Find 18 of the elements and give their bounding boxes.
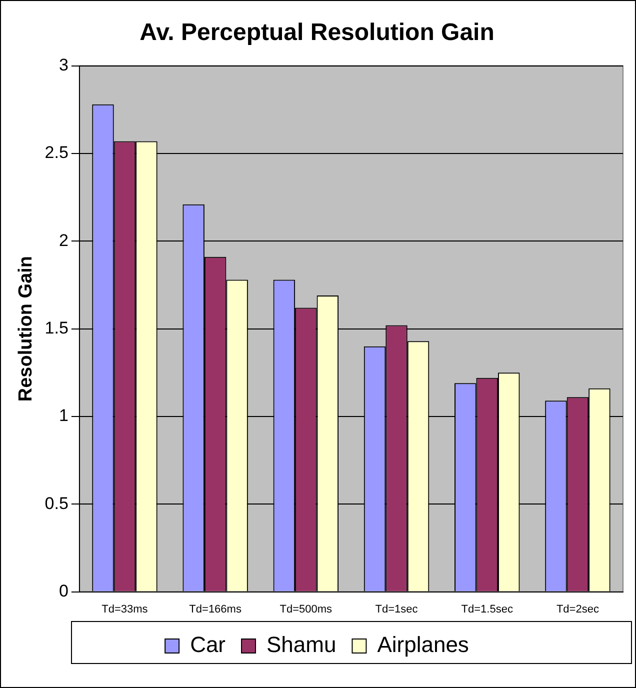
y-tick-label: 1.5 <box>44 318 68 338</box>
legend-label: Car <box>190 632 226 658</box>
x-tick-label: Td=1sec <box>375 603 418 616</box>
y-tick-label: 0 <box>58 581 68 600</box>
legend-label: Shamu <box>266 632 336 658</box>
x-tick-label: Td=2sec <box>556 603 600 616</box>
y-tick-label: 2 <box>58 230 68 250</box>
y-tick-label: 2.5 <box>44 143 68 162</box>
y-axis-title: Resolution Gain <box>16 256 37 402</box>
x-tick-label: Td=33ms <box>102 603 148 616</box>
x-tick-label: Td=500ms <box>280 603 333 616</box>
y-tick-label: 3 <box>58 55 68 74</box>
x-tick-label: Td=166ms <box>189 603 242 616</box>
legend-label: Airplanes <box>377 632 469 658</box>
y-tick-label: 0.5 <box>44 494 68 513</box>
chart-title: Av. Perceptual Resolution Gain <box>140 19 494 46</box>
y-tick-label: 1 <box>58 406 68 426</box>
x-tick-label: Td=1.5sec <box>461 603 514 616</box>
